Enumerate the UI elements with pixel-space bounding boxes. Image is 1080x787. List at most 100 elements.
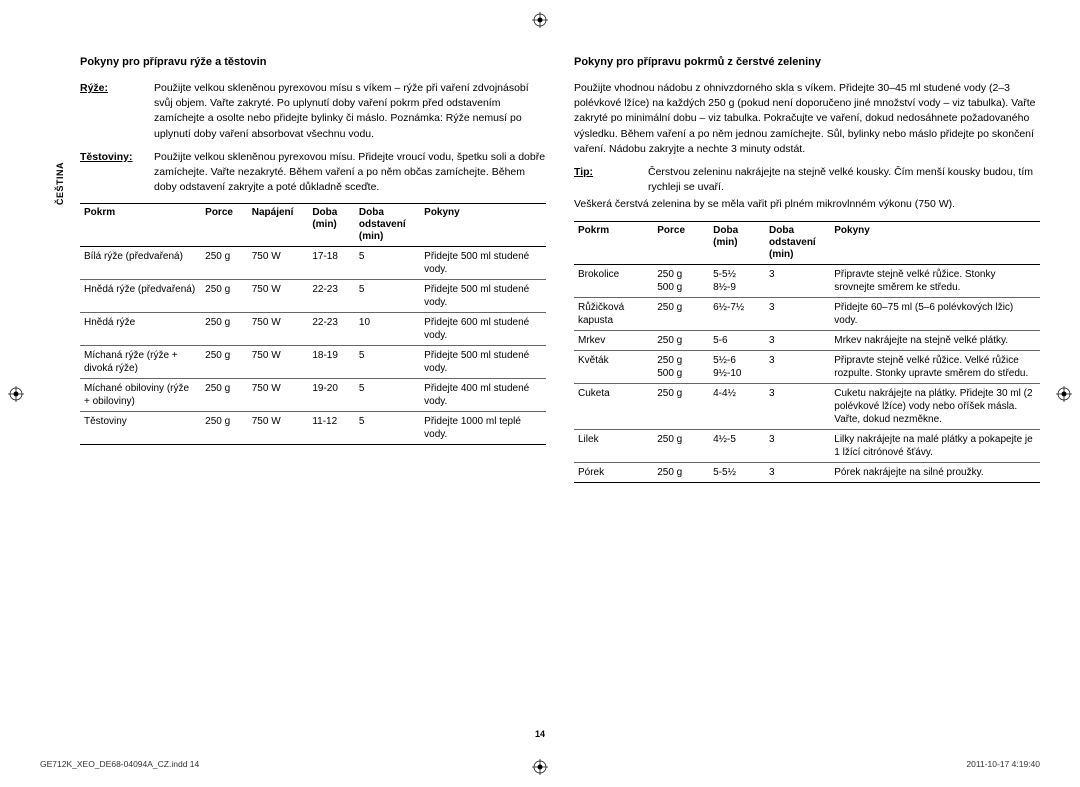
- table-header: Porce: [201, 204, 248, 247]
- table-cell: 5: [355, 346, 420, 379]
- crop-mark-icon: [8, 386, 24, 402]
- table-row: Brokolice250 g500 g5-5½8½-93Připravte st…: [574, 264, 1040, 297]
- right-column: Pokyny pro přípravu pokrmů z čerstvé zel…: [574, 55, 1040, 747]
- table-cell: Květák: [574, 350, 653, 383]
- table-row: Mrkev250 g5-63Mrkev nakrájejte na stejně…: [574, 330, 1040, 350]
- table-cell: 3: [765, 429, 830, 462]
- table-cell: Mrkev nakrájejte na stejně velké plátky.: [830, 330, 1040, 350]
- table-row: Květák250 g500 g5½-69½-103Připravte stej…: [574, 350, 1040, 383]
- tip-row: Tip: Čerstvou zeleninu nakrájejte na ste…: [574, 165, 1040, 195]
- columns: Pokyny pro přípravu rýže a těstovin Rýže…: [80, 55, 1040, 747]
- table-cell: 5-6: [709, 330, 765, 350]
- crop-mark-icon: [532, 12, 548, 28]
- table-cell: 750 W: [248, 379, 309, 412]
- table-cell: Lilek: [574, 429, 653, 462]
- table-cell: 750 W: [248, 313, 309, 346]
- table-cell: 250 g: [201, 346, 248, 379]
- table-cell: 22-23: [308, 313, 355, 346]
- table-cell: 11-12: [308, 412, 355, 445]
- footer: GE712K_XEO_DE68-04094A_CZ.indd 14 2011-1…: [40, 759, 1040, 769]
- table-row: Cuketa250 g4-4½3Cuketu nakrájejte na plá…: [574, 383, 1040, 429]
- table-cell: Růžičková kapusta: [574, 297, 653, 330]
- table-cell: 250 g: [201, 247, 248, 280]
- table-cell: Přidejte 500 ml studené vody.: [420, 280, 546, 313]
- right-title: Pokyny pro přípravu pokrmů z čerstvé zel…: [574, 55, 1040, 71]
- table-cell: Cuketu nakrájejte na plátky. Přidejte 30…: [830, 383, 1040, 429]
- table-cell: 750 W: [248, 280, 309, 313]
- tip-label: Tip:: [574, 165, 648, 195]
- table-cell: 250 g: [653, 462, 709, 482]
- table-cell: 18-19: [308, 346, 355, 379]
- instruction-text: Použijte velkou skleněnou pyrexovou mísu…: [154, 150, 546, 196]
- table-header: Doba(min): [308, 204, 355, 247]
- right-outro: Veškerá čerstvá zelenina by se měla vaři…: [574, 197, 1040, 212]
- language-label: ČEŠTINA: [55, 162, 65, 205]
- table-cell: 10: [355, 313, 420, 346]
- table-row: Hnědá rýže250 g750 W22-2310Přidejte 600 …: [80, 313, 546, 346]
- table-cell: Přidejte 1000 ml teplé vody.: [420, 412, 546, 445]
- table-cell: 3: [765, 264, 830, 297]
- table-header: Dobaodstavení(min): [765, 221, 830, 264]
- table-cell: 3: [765, 330, 830, 350]
- table-cell: 5-5½8½-9: [709, 264, 765, 297]
- table-cell: 250 g500 g: [653, 264, 709, 297]
- table-cell: 5: [355, 247, 420, 280]
- table-cell: 4-4½: [709, 383, 765, 429]
- table-cell: 750 W: [248, 247, 309, 280]
- table-cell: 250 g: [201, 412, 248, 445]
- table-cell: Těstoviny: [80, 412, 201, 445]
- table-header: Porce: [653, 221, 709, 264]
- table-cell: 250 g: [653, 330, 709, 350]
- table-cell: Mrkev: [574, 330, 653, 350]
- table-cell: 17-18: [308, 247, 355, 280]
- table-cell: 250 g: [653, 383, 709, 429]
- table-cell: Lilky nakrájejte na malé plátky a pokape…: [830, 429, 1040, 462]
- side-label: ČEŠTINA: [40, 55, 80, 747]
- tip-text: Čerstvou zeleninu nakrájejte na stejně v…: [648, 165, 1040, 195]
- table-header: Pokrm: [80, 204, 201, 247]
- table-cell: 5½-69½-10: [709, 350, 765, 383]
- table-row: Hnědá rýže (předvařená)250 g750 W22-235P…: [80, 280, 546, 313]
- table-header: Doba(min): [709, 221, 765, 264]
- table-cell: 6½-7½: [709, 297, 765, 330]
- table-row: Míchaná rýže (rýže + divoká rýže)250 g75…: [80, 346, 546, 379]
- table-row: Lilek250 g4½-53Lilky nakrájejte na malé …: [574, 429, 1040, 462]
- table-row: Míchané obiloviny (rýže + obiloviny)250 …: [80, 379, 546, 412]
- table-cell: Míchané obiloviny (rýže + obiloviny): [80, 379, 201, 412]
- table-cell: 750 W: [248, 346, 309, 379]
- left-title: Pokyny pro přípravu rýže a těstovin: [80, 55, 546, 71]
- left-column: Pokyny pro přípravu rýže a těstovin Rýže…: [80, 55, 546, 747]
- rice-pasta-table: PokrmPorceNapájeníDoba(min)Dobaodstavení…: [80, 203, 546, 445]
- table-cell: Přidejte 500 ml studené vody.: [420, 247, 546, 280]
- table-cell: 19-20: [308, 379, 355, 412]
- table-cell: 5: [355, 379, 420, 412]
- table-header: Pokrm: [574, 221, 653, 264]
- table-header: Pokyny: [420, 204, 546, 247]
- table-row: Růžičková kapusta250 g6½-7½3Přidejte 60–…: [574, 297, 1040, 330]
- table-cell: Pórek: [574, 462, 653, 482]
- vegetables-table: PokrmPorceDoba(min)Dobaodstavení(min)Pok…: [574, 221, 1040, 483]
- table-cell: Cuketa: [574, 383, 653, 429]
- table-cell: Hnědá rýže (předvařená): [80, 280, 201, 313]
- right-intro: Použijte vhodnou nádobu z ohnivzdorného …: [574, 81, 1040, 157]
- table-cell: 3: [765, 350, 830, 383]
- table-cell: Přidejte 500 ml studené vody.: [420, 346, 546, 379]
- table-cell: 750 W: [248, 412, 309, 445]
- table-cell: 250 g: [653, 297, 709, 330]
- table-cell: 5-5½: [709, 462, 765, 482]
- table-cell: Přidejte 400 ml studené vody.: [420, 379, 546, 412]
- table-cell: 4½-5: [709, 429, 765, 462]
- instruction-text: Použijte velkou skleněnou pyrexovou mísu…: [154, 81, 546, 142]
- table-cell: 3: [765, 383, 830, 429]
- table-header: Napájení: [248, 204, 309, 247]
- instruction-label: Rýže:: [80, 81, 154, 142]
- table-cell: Brokolice: [574, 264, 653, 297]
- crop-mark-icon: [1056, 386, 1072, 402]
- table-cell: 3: [765, 462, 830, 482]
- table-cell: 250 g: [201, 313, 248, 346]
- table-cell: Hnědá rýže: [80, 313, 201, 346]
- table-cell: Přidejte 600 ml studené vody.: [420, 313, 546, 346]
- table-cell: 22-23: [308, 280, 355, 313]
- table-cell: 250 g500 g: [653, 350, 709, 383]
- table-cell: Bílá rýže (předvařená): [80, 247, 201, 280]
